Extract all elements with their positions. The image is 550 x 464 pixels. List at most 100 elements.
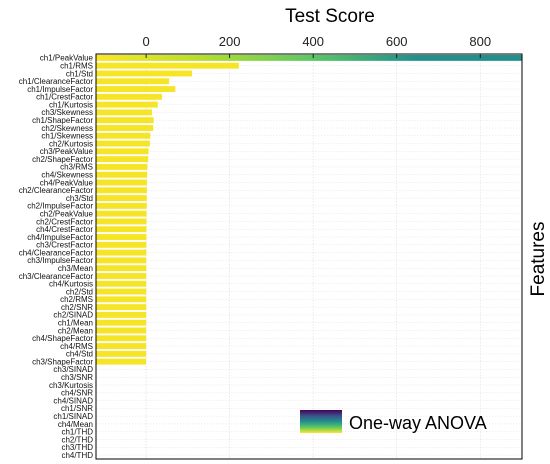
bar: [96, 109, 152, 116]
y-category-label: ch3/THD: [61, 443, 93, 452]
y-category-label: ch1/PeakValue: [40, 54, 94, 63]
legend-label: One-way ANOVA: [349, 413, 487, 433]
x-tick-label: 600: [386, 34, 408, 49]
y-category-label: ch2/Mean: [58, 326, 93, 335]
y-category-label: ch2/RMS: [60, 295, 93, 304]
y-category-label: ch3/SINAD: [53, 365, 93, 374]
y-category-label: ch4/Mean: [58, 420, 93, 429]
bar: [96, 218, 147, 225]
y-category-label: ch3/PeakValue: [40, 147, 94, 156]
y-category-label: ch4/PeakValue: [40, 178, 94, 187]
y-category-label: ch3/Skewness: [41, 108, 93, 117]
x-tick-label: 800: [469, 34, 491, 49]
y-category-label: ch2/PeakValue: [40, 209, 94, 218]
grid-lines: [96, 54, 522, 459]
x-tick-label: 400: [302, 34, 324, 49]
y-category-label: ch2/CrestFactor: [36, 217, 93, 226]
y-category-label: ch1/ClearanceFactor: [19, 77, 94, 86]
y-category-label: ch1/CrestFactor: [36, 93, 93, 102]
bar: [96, 62, 239, 69]
bar: [96, 226, 147, 233]
y-category-label: ch1/Kurtosis: [49, 100, 93, 109]
y-category-label: ch3/Kurtosis: [49, 381, 93, 390]
bar: [96, 86, 176, 93]
bar: [96, 280, 147, 287]
bar: [96, 257, 147, 264]
y-category-label: ch4/SINAD: [53, 396, 93, 405]
bar: [96, 101, 158, 108]
x-tick-label: 200: [219, 34, 241, 49]
bars: [96, 54, 522, 365]
y-category-label: ch2/SINAD: [53, 311, 93, 320]
y-category-label: ch2/Kurtosis: [49, 139, 93, 148]
y-category-label: ch3/RMS: [60, 163, 93, 172]
bar: [96, 187, 147, 194]
y-category-label: ch1/RMS: [60, 61, 93, 70]
y-category-label: ch2/Std: [66, 287, 93, 296]
bar: [96, 179, 147, 186]
plot-frame: [95, 53, 523, 460]
bar: [96, 195, 147, 202]
y-category-label: ch1/ShapeFactor: [32, 116, 93, 125]
bar: [96, 319, 147, 326]
y-category-label: ch1/SINAD: [53, 412, 93, 421]
bar: [96, 125, 154, 131]
bar: [96, 78, 170, 85]
y-category-label: ch4/THD: [61, 451, 93, 460]
bar: [96, 163, 148, 170]
bar: [96, 350, 147, 357]
bar: [96, 171, 148, 178]
bar: [96, 288, 147, 295]
x-tick-label: 0: [143, 34, 150, 49]
bar: [96, 241, 147, 248]
bar: [96, 210, 147, 217]
bar: [96, 156, 149, 163]
legend-colorbar: [300, 410, 342, 433]
bar: [96, 311, 147, 318]
bar: [96, 304, 147, 311]
y-axis-category-labels: ch1/PeakValuech1/RMSch1/Stdch1/Clearance…: [19, 54, 94, 460]
y-category-label: ch4/Skewness: [41, 171, 93, 180]
bar: [96, 140, 150, 147]
bar: [96, 343, 147, 350]
bar: [96, 54, 522, 61]
bar: [96, 249, 147, 256]
y-category-label: ch4/ImpulseFactor: [27, 233, 93, 242]
bar: [96, 70, 193, 77]
bar: [96, 358, 147, 365]
y-category-label: ch3/Std: [66, 194, 93, 203]
x-axis-ticks: 0 200 400 600 800: [143, 34, 491, 58]
y-category-label: ch2/ShapeFactor: [32, 155, 93, 164]
bar: [96, 273, 147, 279]
x-axis-title: Test Score: [285, 6, 375, 27]
y-category-label: ch2/THD: [61, 435, 93, 444]
y-category-label: ch1/Skewness: [41, 132, 93, 141]
bar: [96, 234, 147, 240]
bar: [96, 93, 162, 100]
y-category-label: ch1/Mean: [58, 319, 93, 328]
y-category-label: ch3/CrestFactor: [36, 241, 93, 250]
bar: [96, 202, 147, 209]
y-axis-title: Features: [528, 222, 549, 297]
y-category-label: ch3/Mean: [58, 264, 93, 273]
y-category-label: ch1/ImpulseFactor: [27, 85, 93, 94]
bar: [96, 296, 147, 303]
legend: One-way ANOVA: [300, 410, 487, 433]
bar: [96, 265, 147, 272]
y-category-label: ch3/ClearanceFactor: [19, 272, 94, 281]
y-category-label: ch4/Std: [66, 350, 93, 359]
bar: [96, 132, 151, 139]
bar: [96, 117, 154, 124]
y-category-label: ch3/ImpulseFactor: [27, 256, 93, 265]
y-category-label: ch2/SNR: [61, 303, 93, 312]
y-category-label: ch4/ShapeFactor: [32, 334, 93, 343]
y-category-label: ch4/ClearanceFactor: [19, 248, 94, 257]
bar: [96, 327, 147, 334]
y-category-label: ch1/THD: [61, 428, 93, 437]
y-category-label: ch2/ClearanceFactor: [19, 186, 94, 195]
y-category-label: ch2/Skewness: [41, 124, 93, 133]
y-category-label: ch4/RMS: [60, 342, 93, 351]
y-category-label: ch1/Std: [66, 69, 93, 78]
y-category-label: ch4/SNR: [61, 389, 93, 398]
